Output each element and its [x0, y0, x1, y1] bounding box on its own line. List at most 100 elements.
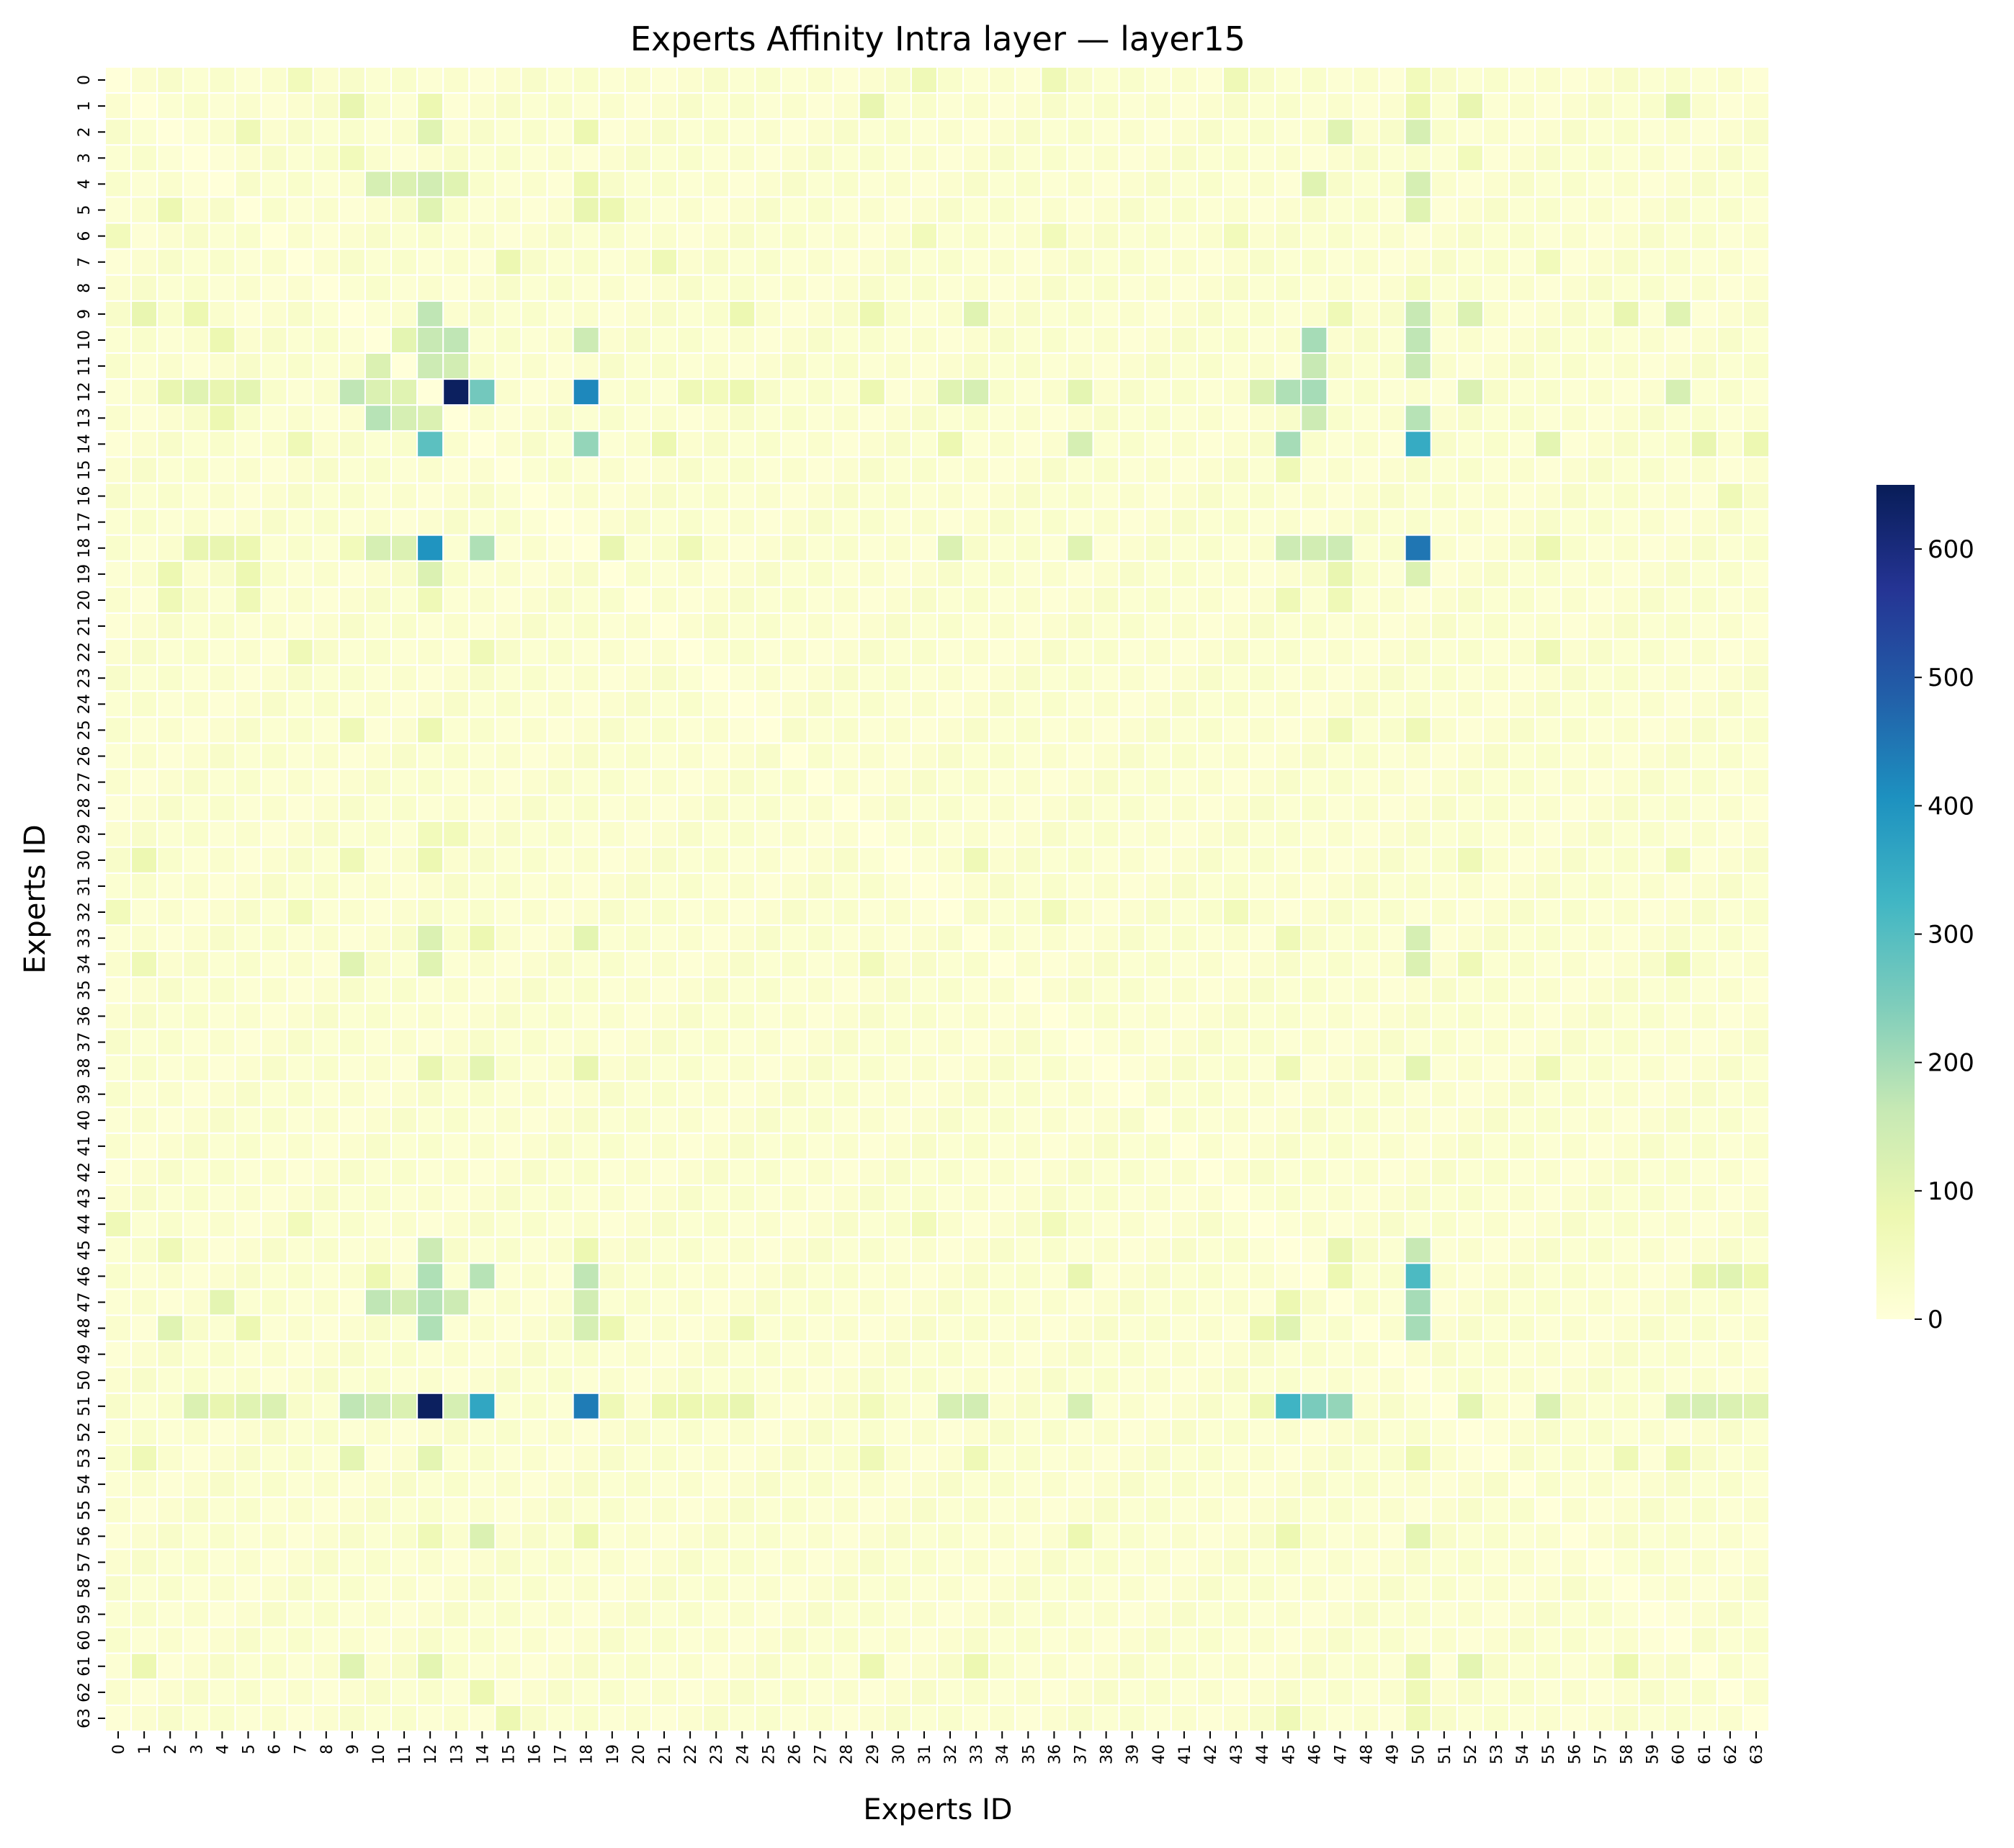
heatmap-cell [104, 1522, 133, 1550]
heatmap-cell [364, 170, 393, 198]
heatmap-cell [520, 1574, 548, 1602]
heatmap-cell [728, 976, 756, 1004]
y-tick-label: 7 [76, 257, 94, 267]
heatmap-cell [208, 144, 236, 172]
heatmap-cell [1404, 716, 1432, 744]
heatmap-cell [572, 1496, 600, 1525]
heatmap-cell [1742, 1184, 1770, 1213]
heatmap-cell [494, 950, 522, 978]
heatmap-cell [1716, 534, 1744, 562]
heatmap-cell [1196, 1262, 1225, 1290]
heatmap-cell [182, 1002, 210, 1030]
heatmap-cell [624, 1080, 652, 1108]
heatmap-cell [416, 1678, 444, 1706]
heatmap-cell [988, 248, 1016, 276]
heatmap-cell [806, 404, 834, 432]
heatmap-cell [1378, 1184, 1406, 1213]
heatmap-cell [1040, 612, 1068, 640]
heatmap-cell [1144, 1496, 1172, 1525]
heatmap-cell [1404, 820, 1432, 848]
heatmap-cell [104, 1548, 133, 1576]
heatmap-cell [1378, 1028, 1406, 1056]
heatmap-cell [156, 1262, 184, 1290]
heatmap-cell [1638, 118, 1666, 146]
heatmap-cell [1196, 794, 1225, 822]
heatmap-cell [546, 690, 574, 718]
heatmap-cell [1456, 976, 1484, 1004]
heatmap-cell [494, 1262, 522, 1290]
heatmap-cell [1534, 1340, 1562, 1368]
heatmap-cell [468, 794, 496, 822]
heatmap-cell [1690, 196, 1718, 224]
heatmap-cell [1430, 92, 1458, 120]
heatmap-cell [1040, 118, 1068, 146]
heatmap-cell [1586, 404, 1614, 432]
heatmap-cell [650, 482, 679, 510]
heatmap-cell [416, 1548, 444, 1576]
heatmap-cell [1560, 1158, 1588, 1187]
heatmap-cell [364, 664, 393, 692]
heatmap-cell [286, 1678, 314, 1706]
heatmap-cell [1014, 1522, 1042, 1550]
heatmap-cell [1326, 1678, 1354, 1706]
heatmap-cell [988, 1314, 1016, 1342]
heatmap-cell [234, 326, 262, 354]
heatmap-cell [936, 1652, 965, 1680]
heatmap-cell [546, 326, 574, 354]
heatmap-cell [1378, 586, 1406, 614]
heatmap-cell [1586, 1522, 1614, 1550]
heatmap-cell [442, 1158, 470, 1187]
heatmap-cell [234, 1392, 262, 1420]
heatmap-cell [1326, 768, 1354, 796]
x-tick-label: 25 [760, 1744, 778, 1764]
heatmap-cell [572, 1626, 600, 1654]
heatmap-cell [520, 118, 548, 146]
heatmap-cell [468, 1054, 496, 1082]
heatmap-cell [1482, 846, 1510, 874]
heatmap-cell [494, 326, 522, 354]
heatmap-cell [1352, 1522, 1380, 1550]
heatmap-cell [1196, 950, 1225, 978]
heatmap-cell [468, 742, 496, 770]
heatmap-cell [754, 950, 782, 978]
heatmap-cell [546, 1340, 574, 1368]
heatmap-cell [1014, 1132, 1042, 1160]
heatmap-cell [1456, 170, 1484, 198]
heatmap-cell [1534, 976, 1562, 1004]
heatmap-cell [1014, 1444, 1042, 1473]
heatmap-cell [910, 1600, 939, 1628]
heatmap-cell [260, 248, 288, 276]
heatmap-cell [1248, 742, 1276, 770]
heatmap-cell [1430, 1366, 1458, 1394]
heatmap-cell [1586, 196, 1614, 224]
heatmap-cell [182, 1496, 210, 1525]
heatmap-cell [572, 1444, 600, 1473]
heatmap-cell [520, 586, 548, 614]
heatmap-cell [1716, 664, 1744, 692]
heatmap-cell [1430, 1418, 1458, 1446]
y-tick-label: 16 [76, 486, 94, 506]
heatmap-cell [598, 1314, 626, 1342]
heatmap-cell [728, 1626, 756, 1654]
heatmap-cell [1664, 66, 1692, 94]
heatmap-cell [1716, 92, 1744, 120]
heatmap-cell [546, 924, 574, 952]
heatmap-cell [702, 690, 730, 718]
heatmap-cell [338, 638, 366, 666]
heatmap-cell [936, 1418, 965, 1446]
heatmap-cell [130, 1496, 158, 1525]
heatmap-cell [1612, 1028, 1640, 1056]
heatmap-cell [494, 1444, 522, 1473]
heatmap-cell [1742, 976, 1770, 1004]
heatmap-cell [208, 118, 236, 146]
heatmap-cell [546, 92, 574, 120]
heatmap-cell [1196, 118, 1225, 146]
heatmap-cell [1092, 1132, 1120, 1160]
heatmap-cell [1274, 430, 1302, 458]
heatmap-cell [1508, 1158, 1536, 1187]
heatmap-cell [1040, 1288, 1068, 1316]
heatmap-cell [1092, 690, 1120, 718]
heatmap-cell [1274, 1444, 1302, 1473]
heatmap-cell [1404, 742, 1432, 770]
heatmap-cell [468, 1158, 496, 1187]
